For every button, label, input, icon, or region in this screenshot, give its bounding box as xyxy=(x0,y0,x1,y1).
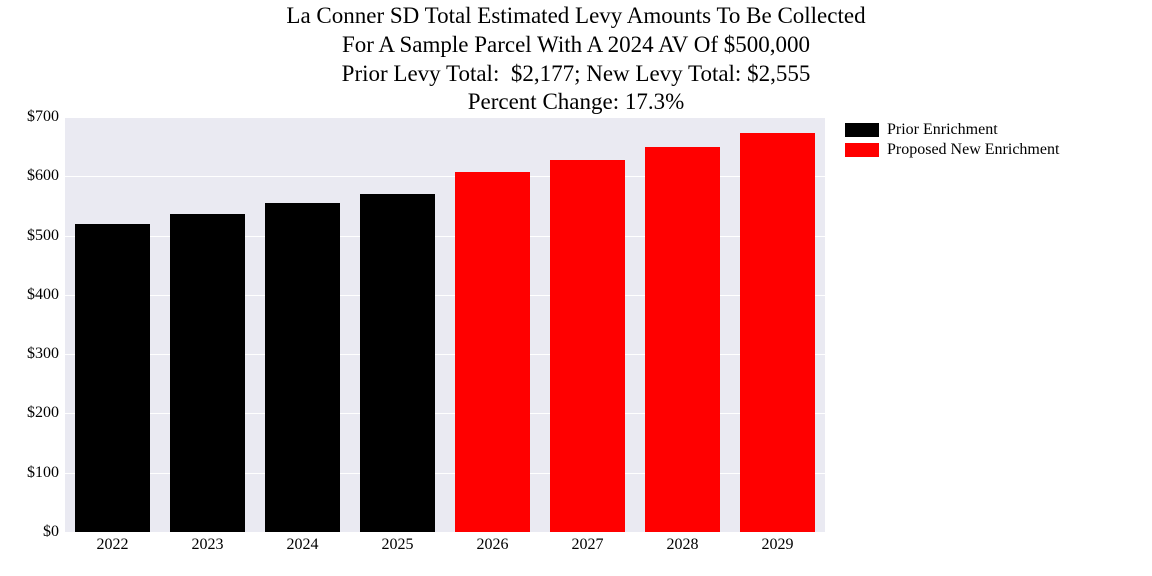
y-tick-label: $600 xyxy=(27,167,59,185)
x-tick-label: 2027 xyxy=(572,536,604,554)
x-tick-label: 2029 xyxy=(762,536,794,554)
y-tick-label: $400 xyxy=(27,286,59,304)
chart-title: La Conner SD Total Estimated Levy Amount… xyxy=(0,0,1152,117)
y-tick-label: $100 xyxy=(27,464,59,482)
bar xyxy=(550,160,624,532)
y-tick-label: $0 xyxy=(43,523,59,541)
legend-label: Proposed New Enrichment xyxy=(887,141,1059,159)
legend-label: Prior Enrichment xyxy=(887,121,998,139)
y-axis: $0$100$200$300$400$500$600$700 xyxy=(0,117,65,532)
bar xyxy=(360,194,434,532)
x-tick-label: 2025 xyxy=(382,536,414,554)
x-tick-label: 2023 xyxy=(192,536,224,554)
x-tick-label: 2024 xyxy=(287,536,319,554)
x-axis: 2022 2023 2024 2025 2026 2027 2028 2029 xyxy=(65,532,825,560)
title-line-4: Percent Change: 17.3% xyxy=(0,88,1152,117)
bar xyxy=(645,147,719,532)
x-tick-label: 2028 xyxy=(667,536,699,554)
title-line-2: For A Sample Parcel With A 2024 AV Of $5… xyxy=(0,31,1152,60)
y-tick-label: $200 xyxy=(27,404,59,422)
y-tick-label: $700 xyxy=(27,108,59,126)
x-tick-label: 2026 xyxy=(477,536,509,554)
bar xyxy=(170,214,244,532)
plot-row: $0$100$200$300$400$500$600$700 202220232… xyxy=(0,117,1152,560)
legend-item: Prior Enrichment xyxy=(845,121,1125,139)
legend-swatch xyxy=(845,143,879,157)
bar xyxy=(455,172,529,532)
legend: Prior Enrichment Proposed New Enrichment xyxy=(825,117,1125,161)
title-line-3: Prior Levy Total: $2,177; New Levy Total… xyxy=(0,60,1152,89)
chart-container: La Conner SD Total Estimated Levy Amount… xyxy=(0,0,1152,576)
legend-item: Proposed New Enrichment xyxy=(845,141,1125,159)
bar xyxy=(740,133,814,532)
legend-swatch xyxy=(845,123,879,137)
x-tick-label: 2022 xyxy=(97,536,129,554)
plot-area xyxy=(65,117,825,532)
y-tick-label: $300 xyxy=(27,345,59,363)
gridline xyxy=(65,117,825,118)
y-tick-label: $500 xyxy=(27,227,59,245)
bar xyxy=(75,224,149,532)
title-line-1: La Conner SD Total Estimated Levy Amount… xyxy=(0,2,1152,31)
bar xyxy=(265,203,339,532)
plot-column: 2022 2023 2024 2025 2026 2027 2028 2029 xyxy=(65,117,825,560)
